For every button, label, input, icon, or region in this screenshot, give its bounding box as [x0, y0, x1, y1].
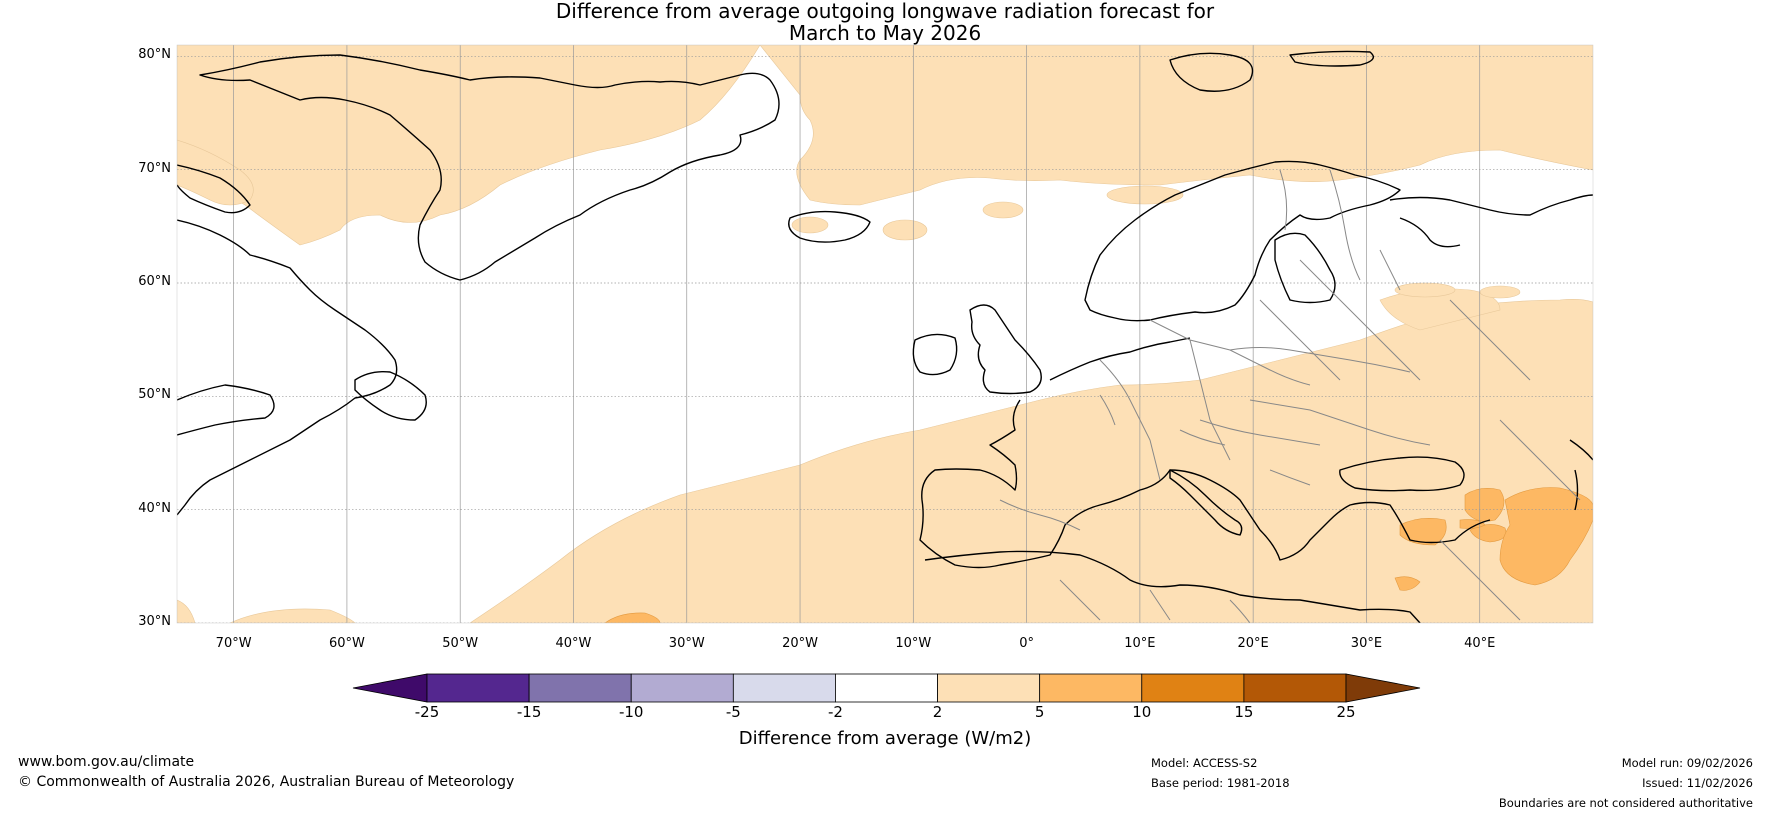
colorbar-tick-label: -5: [725, 703, 741, 721]
longitude-label: 40°W: [555, 636, 592, 651]
greenland-coast: [199, 54, 780, 281]
map-title-line1: Difference from average outgoing longwav…: [555, 0, 1215, 23]
newfoundland-coast: [354, 370, 427, 421]
colorbar-segment: [1243, 673, 1347, 703]
base-period-text: Base period: 1981-2018: [1151, 776, 1290, 790]
model-text: Model: ACCESS-S2: [1151, 756, 1258, 770]
italy-coast: [1169, 469, 1243, 536]
website-link[interactable]: www.bom.gov.au/climate: [18, 754, 195, 770]
colorbar-tick-label: 10: [1132, 703, 1152, 721]
longitude-label: 30°E: [1350, 636, 1383, 651]
longitude-label: 20°E: [1237, 636, 1269, 651]
colorbar-tick-label: -10: [618, 703, 644, 721]
colorbar-segment: [937, 673, 1041, 703]
anomaly-5-to-10-regions: [604, 487, 1593, 623]
longitude-label: 60°W: [328, 636, 365, 651]
colorbar-tick-label: -15: [516, 703, 542, 721]
disclaimer-text: Boundaries are not considered authoritat…: [1498, 796, 1753, 810]
colorbar-tick-label: 25: [1336, 703, 1356, 721]
ireland-coast: [912, 333, 958, 376]
colorbar: [352, 673, 1421, 703]
colorbar-extend-low: [352, 673, 428, 703]
longitude-label: 10°E: [1124, 636, 1156, 651]
model-run-text: Model run: 09/02/2026: [1621, 756, 1753, 770]
latitude-label: 80°N: [138, 47, 171, 63]
longitude-label: 20°W: [782, 636, 818, 651]
longitude-label: 70°W: [215, 636, 252, 651]
svalbard-coast: [1169, 52, 1254, 92]
map-title-line2: March to May 2026: [788, 21, 982, 45]
colorbar-title: Difference from average (W/m2): [738, 728, 1032, 749]
longitude-label: 0°: [1019, 636, 1034, 651]
iceland-coast: [788, 210, 871, 243]
coastlines: [177, 50, 1593, 623]
issued-text: Issued: 11/02/2026: [1642, 776, 1753, 790]
latitude-label: 40°N: [138, 500, 171, 516]
colorbar-tick-label: 5: [1034, 703, 1045, 721]
longitude-label: 30°W: [668, 636, 705, 651]
graticule-lines: [177, 45, 1593, 623]
colorbar-extend-high: [1345, 673, 1421, 703]
latitude-label: 70°N: [138, 160, 171, 176]
scandinavia-coast: [1084, 160, 1401, 322]
colorbar-tick-label: -2: [827, 703, 843, 721]
colorbar-tick-label: -25: [414, 703, 440, 721]
colorbar-segment: [835, 673, 938, 703]
north-africa-coast: [924, 550, 1421, 623]
colorbar-segment: [1039, 673, 1143, 703]
black-sea-coast: [1339, 456, 1465, 492]
country-borders: [999, 169, 1581, 623]
longitude-label: 10°W: [895, 636, 932, 651]
longitude-label: 40°E: [1464, 636, 1496, 651]
north-america-coast: [177, 219, 398, 516]
longitude-label: 50°W: [442, 636, 479, 651]
colorbar-tick-label: 2: [932, 703, 943, 721]
colorbar-segment: [528, 673, 632, 703]
colorbar-tick-label: 15: [1234, 703, 1254, 721]
colorbar-segment: [732, 673, 836, 703]
colorbar-segment: [426, 673, 530, 703]
colorbar-segment: [630, 673, 734, 703]
europe-coast: [919, 337, 1491, 569]
colorbar-segment: [1141, 673, 1245, 703]
great-britain-coast: [969, 304, 1042, 395]
copyright-text: © Commonwealth of Australia 2026, Austra…: [18, 774, 515, 790]
latitude-label: 60°N: [138, 274, 171, 289]
latitude-label: 50°N: [138, 387, 171, 403]
latitude-label: 30°N: [138, 614, 171, 629]
anomaly-2-to-5-regions: [177, 45, 1593, 623]
